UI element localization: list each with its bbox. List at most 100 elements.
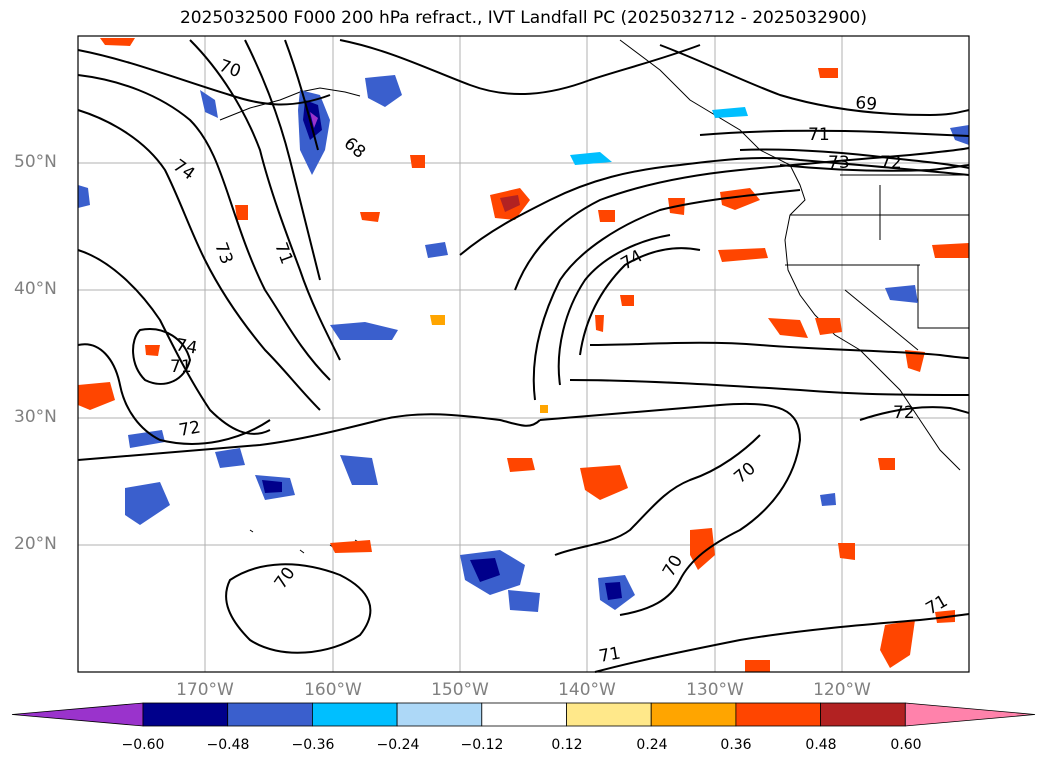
lat-label-20n: 20°N	[14, 534, 57, 554]
lon-label-130w: 130°W	[686, 680, 744, 700]
neg-patch	[820, 493, 836, 506]
lon-label-150w: 150°W	[431, 680, 489, 700]
contour-line	[77, 109, 321, 411]
contour-line	[514, 147, 970, 291]
pos-patch	[932, 243, 969, 258]
contour-label: 74	[174, 335, 199, 358]
neg-core	[262, 480, 282, 493]
contour-line	[77, 249, 271, 435]
lon-label-170w: 170°W	[176, 680, 234, 700]
contour-line	[739, 148, 970, 169]
contour-line	[244, 39, 321, 281]
pos-patch	[145, 345, 160, 356]
pos-patch	[745, 660, 770, 672]
neg-patch	[125, 482, 170, 525]
pos-patch	[878, 458, 895, 470]
contour-line	[779, 164, 970, 172]
neg-patch	[570, 152, 612, 165]
contour-line	[579, 247, 701, 356]
graticule	[78, 36, 969, 672]
neg-patch	[340, 455, 378, 485]
contour-label: 72	[880, 153, 902, 173]
hawaii-islands	[249, 529, 361, 554]
contour-line	[539, 402, 802, 616]
pos-patch	[100, 38, 135, 46]
neg-patch	[78, 185, 90, 208]
neg-patch	[128, 430, 165, 448]
contour-line	[77, 49, 331, 106]
contour-line	[594, 613, 970, 673]
pos-patch	[235, 205, 248, 220]
colorbar-segment	[227, 702, 313, 727]
colorbar-segment	[566, 702, 652, 727]
pos-patch	[880, 620, 915, 668]
pos-patch	[838, 543, 855, 560]
contour-line	[557, 234, 671, 386]
pos-patch	[330, 540, 372, 553]
colorbar-tick-label: 0.12	[551, 737, 583, 753]
colorbar-segment	[311, 702, 398, 727]
neg-patch	[365, 75, 402, 107]
contour-line	[532, 189, 801, 401]
colorbar-segment	[142, 702, 229, 727]
contour-line	[284, 39, 319, 151]
pos-patch	[818, 68, 838, 78]
pos-patch	[598, 210, 615, 222]
neg-patch	[712, 107, 748, 118]
pos-patch	[360, 212, 380, 222]
neg-patch	[885, 285, 918, 303]
pos-core	[500, 195, 520, 212]
us-borders	[785, 174, 969, 351]
colorbar-segment	[735, 702, 822, 727]
neg-core-center	[310, 112, 318, 128]
contour-line	[699, 129, 970, 137]
colorbar	[11, 702, 1036, 727]
contour-line	[132, 328, 192, 385]
lon-label-140w: 140°W	[558, 680, 616, 700]
contour-label: 72	[893, 403, 915, 423]
pos-patch	[580, 465, 628, 500]
colorbar-tick-label: −0.36	[291, 737, 335, 753]
pos-patch	[410, 155, 425, 168]
contour-line	[659, 44, 970, 117]
colorbar-segment	[820, 702, 906, 727]
colorbar-tick-label: −0.24	[376, 737, 420, 753]
contour-line	[859, 406, 970, 421]
pos-patch	[78, 382, 115, 410]
colorbar-tick-label: 0.24	[636, 737, 668, 753]
colorbar-tick-label: 0.60	[890, 737, 922, 753]
colorbar-segment	[481, 702, 567, 727]
pos-patch	[905, 350, 925, 372]
neg-patch	[508, 590, 540, 612]
contour-line	[77, 343, 271, 445]
colorbar-extend-min	[11, 702, 144, 727]
pos-patch	[768, 318, 808, 338]
contour-line	[225, 563, 372, 654]
pos-patch	[595, 315, 604, 332]
lat-label-40n: 40°N	[14, 279, 57, 299]
map-title: 2025032500 F000 200 hPa refract., IVT La…	[179, 8, 867, 28]
contour-label: 71	[170, 357, 192, 377]
neg-core	[605, 582, 622, 600]
neg-patch	[330, 322, 398, 340]
colorbar-tick-label: 0.36	[720, 737, 752, 753]
lon-label-120w: 120°W	[813, 680, 871, 700]
plot-frame	[77, 35, 970, 673]
plot-area: 70 74 68 73 71 74 71 72 69 71 73 72 74 7…	[77, 35, 970, 673]
colorbar-extend-max	[904, 702, 1036, 727]
colorbar-tick-label: −0.60	[121, 737, 165, 753]
contour-line	[339, 39, 701, 96]
contour-line	[189, 39, 341, 361]
neg-patch	[200, 90, 218, 118]
contour-line	[77, 74, 331, 381]
lat-label-30n: 30°N	[14, 407, 57, 427]
neg-patch	[425, 242, 448, 258]
contour-line	[589, 341, 970, 359]
colorbar-segment	[650, 702, 737, 727]
contour-label: 69	[855, 93, 878, 115]
colorbar-segment	[396, 702, 483, 727]
contour-label: 71	[808, 125, 830, 145]
contour-line	[554, 434, 761, 556]
neg-patch	[215, 448, 245, 468]
contour-label: 72	[177, 417, 202, 440]
